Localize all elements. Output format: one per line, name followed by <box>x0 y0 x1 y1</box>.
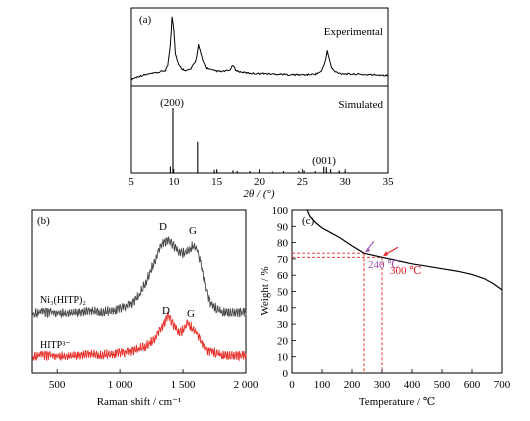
panel-c-ytick-label: 60 <box>277 270 289 282</box>
panel-a-xticks: 5 10 15 20 25 30 35 <box>128 169 394 188</box>
peak-label-200: (200) <box>160 97 184 109</box>
annotation-240: 240 ℃ <box>368 259 400 271</box>
panel-c-ytick-label: 30 <box>277 319 289 331</box>
tga-curve <box>306 209 503 291</box>
panel-c-ytick-label: 0 <box>283 368 289 380</box>
hitp-trace <box>31 311 247 362</box>
panel-c-ytick-label: 80 <box>277 238 289 250</box>
panel-c-frame <box>291 209 503 374</box>
simulated-sticks <box>169 108 346 173</box>
panel-a-xtick-label: 25 <box>297 176 309 188</box>
panel-c-label: (c) <box>302 215 315 227</box>
panel-a-xtick-label: 15 <box>211 176 223 188</box>
g-label-lower: G <box>187 308 195 320</box>
ni3hitp2-trace <box>31 235 247 318</box>
panel-b-xtick-label: 2 000 <box>234 379 259 391</box>
panel-c-ytick-label: 70 <box>277 254 289 266</box>
panel-c-ylabel: Weight / % <box>259 266 271 315</box>
panel-c-xtick-label: 100 <box>314 379 331 391</box>
annotation-arrowhead <box>365 247 370 253</box>
panel-c-xlabel: Temperature / ℃ <box>359 396 435 408</box>
panel-b-xticks: 500 1 000 1 500 2 000 <box>49 369 259 391</box>
panel-c-ytick-label: 90 <box>277 221 289 233</box>
panel-a-xtick-label: 35 <box>383 176 395 188</box>
panel-c-xtick-label: 400 <box>404 379 421 391</box>
panel-b-xtick-label: 1 500 <box>171 379 196 391</box>
annotation-arrowhead <box>383 251 388 257</box>
panel-c-xtick-label: 500 <box>434 379 451 391</box>
panel-c-ytick-label: 20 <box>277 335 289 347</box>
panel-b-frame <box>31 209 247 374</box>
panel-c-xtick-label: 600 <box>464 379 481 391</box>
annotation-300: 300 ℃ <box>390 265 422 277</box>
peak-label-001: (001) <box>312 155 336 167</box>
panel-b-label: (b) <box>37 215 50 227</box>
panel-a-xtick-label: 30 <box>340 176 352 188</box>
panel-a-xtick-label: 10 <box>168 176 180 188</box>
panel-b-xlabel: Raman shift / cm⁻¹ <box>97 396 182 408</box>
panel-c-ytick-label: 10 <box>277 352 289 364</box>
panel-c-ytick-label: 40 <box>277 303 289 315</box>
series2-label: HITP³⁻ <box>40 340 71 351</box>
experimental-trace <box>130 16 389 81</box>
series1-label: Ni₃(HITP)₂ <box>40 295 86 306</box>
panel-b: (b) Ni₃(HITP)₂ HITP³⁻ D G D G 500 1 000 1 … <box>31 209 259 408</box>
panel-c-xtick-label: 200 <box>344 379 361 391</box>
panel-a-xtick-label: 20 <box>254 176 266 188</box>
panel-a: (a) Experimental Simulated (200) (001) 5… <box>128 7 394 200</box>
panel-c-xticks: 0 100 200 300 400 500 600 700 <box>289 369 511 391</box>
panel-c-ytick-label: 100 <box>272 205 289 217</box>
panel-c-yticks: 0 10 20 30 40 50 60 70 80 90 100 <box>272 205 296 380</box>
panel-a-label: (a) <box>139 14 152 26</box>
panel-c: (c) 240 ℃ 300 ℃ 0 100 200 300 400 500 600 700 0… <box>259 205 511 408</box>
panel-a-xlabel: 2θ / (°) <box>243 188 275 200</box>
panel-a-xtick-label: 5 <box>128 176 134 188</box>
panel-c-xtick-label: 0 <box>289 379 295 391</box>
panel-b-xtick-label: 1 000 <box>108 379 133 391</box>
guide-lines <box>292 252 383 373</box>
d-label-upper: D <box>159 221 167 233</box>
panel-c-ytick-label: 50 <box>277 287 289 299</box>
panel-c-xtick-label: 300 <box>374 379 391 391</box>
experimental-label: Experimental <box>324 26 383 38</box>
d-label-lower: D <box>162 305 170 317</box>
panel-b-xtick-label: 500 <box>49 379 66 391</box>
simulated-label: Simulated <box>338 99 383 111</box>
panel-c-xtick-label: 700 <box>494 379 511 391</box>
g-label-upper: G <box>189 225 197 237</box>
annotation-arrows <box>365 240 399 257</box>
